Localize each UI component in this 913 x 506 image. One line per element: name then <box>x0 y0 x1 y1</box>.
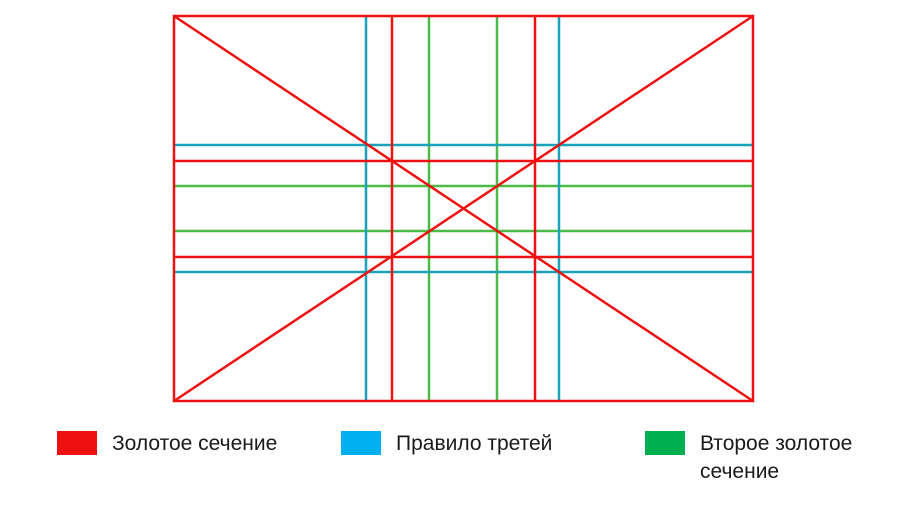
legend-item-second-golden-section: Второе золотое сечение <box>645 431 900 486</box>
rule-of-thirds-lines <box>174 16 753 401</box>
legend-item-rule-of-thirds: Правило третей <box>341 431 552 458</box>
legend-item-golden-section: Золотое сечение <box>57 431 277 458</box>
legend-label: Правило третей <box>396 432 553 455</box>
legend-swatch-red <box>57 431 97 455</box>
legend-swatch-cyan <box>341 431 381 455</box>
frame-border <box>172 14 755 403</box>
second-golden-section-lines <box>174 16 753 401</box>
legend-swatch-green <box>645 431 685 455</box>
legend-label: Второе золотое сечение <box>700 432 853 483</box>
legend-label: Золотое сечение <box>112 432 278 455</box>
golden-section-lines <box>172 14 755 403</box>
diagonal-ascending <box>173 14 754 403</box>
